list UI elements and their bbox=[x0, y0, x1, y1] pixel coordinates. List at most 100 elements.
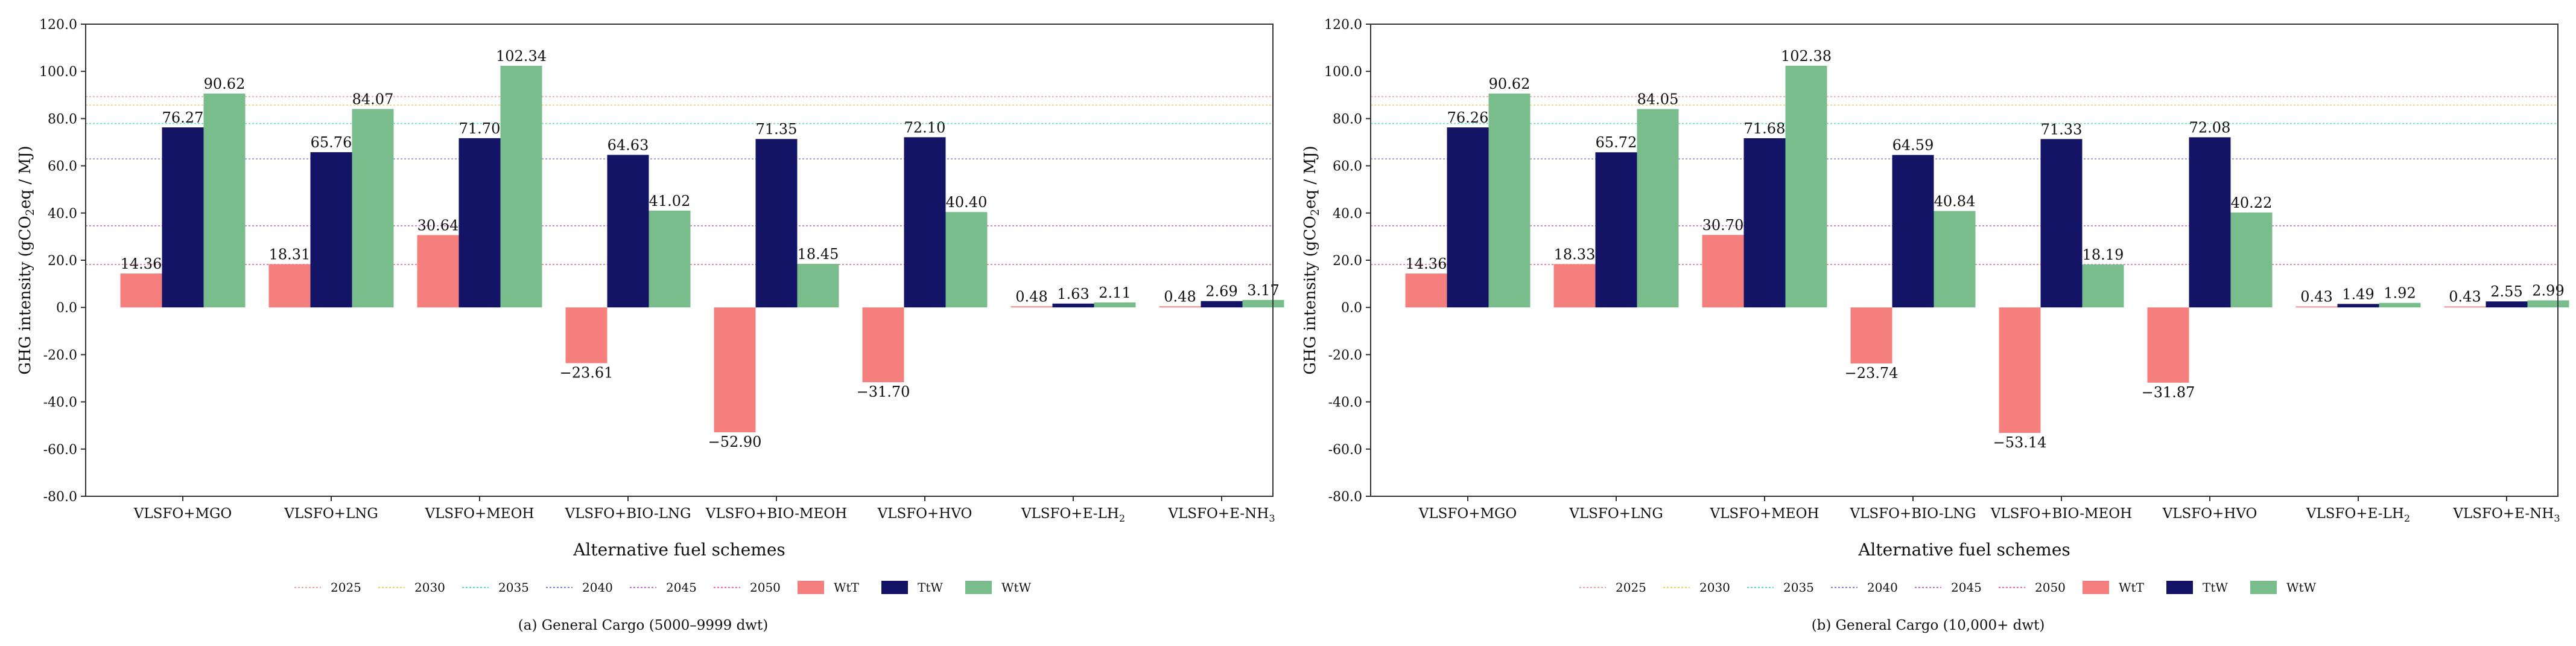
legend-label: 2045 bbox=[1951, 580, 1982, 595]
y-tick-label: -20.0 bbox=[43, 348, 77, 363]
y-tick-label: 40.0 bbox=[1333, 206, 1362, 222]
data-label: 40.40 bbox=[946, 194, 988, 211]
bar-wtw bbox=[1637, 109, 1679, 308]
y-tick-label: -60.0 bbox=[1328, 443, 1362, 458]
bar-wtt bbox=[862, 307, 904, 383]
data-label: 76.26 bbox=[1447, 109, 1489, 126]
bar-wtw bbox=[1242, 299, 1284, 308]
data-label: 2.11 bbox=[1099, 284, 1131, 301]
bar-ttw bbox=[1743, 138, 1786, 308]
data-label: 1.49 bbox=[2342, 286, 2374, 302]
bar-wtt bbox=[2147, 307, 2189, 383]
legend-label: WtW bbox=[1001, 580, 1032, 595]
legend-label: WtW bbox=[2286, 580, 2317, 595]
data-label: 41.02 bbox=[649, 193, 691, 209]
legend-label: TtW bbox=[2203, 580, 2228, 595]
data-label: 90.62 bbox=[204, 75, 246, 92]
bar-wtt bbox=[1159, 306, 1201, 308]
bar-wtw bbox=[649, 210, 691, 308]
y-tick-label: 120.0 bbox=[39, 18, 77, 33]
y-tick-label: 100.0 bbox=[39, 65, 77, 80]
x-tick-label: VLSFO+BIO-LNG bbox=[1850, 506, 1976, 522]
y-axis-label: GHG intensity (gCO2eq / MJ) bbox=[1301, 146, 1322, 374]
data-label: 18.45 bbox=[798, 246, 839, 263]
bar-wtw bbox=[352, 109, 394, 308]
data-label: 71.68 bbox=[1744, 120, 1786, 137]
bar-ttw bbox=[904, 137, 946, 308]
y-tick-label: -80.0 bbox=[1328, 490, 1362, 505]
x-tick-label: VLSFO+LNG bbox=[284, 506, 378, 522]
y-tick-label: 60.0 bbox=[1333, 159, 1362, 174]
bar-wtt bbox=[2444, 306, 2486, 308]
x-tick-label: VLSFO+MEOH bbox=[1710, 506, 1819, 522]
legend-label: WtT bbox=[834, 580, 860, 595]
x-tick-label: VLSFO+MEOH bbox=[425, 506, 535, 522]
bar-wtw bbox=[797, 264, 839, 308]
data-label: 64.59 bbox=[1892, 137, 1934, 154]
bar-ttw bbox=[607, 155, 649, 308]
data-label: 14.36 bbox=[121, 255, 162, 272]
data-label: 30.70 bbox=[1702, 217, 1744, 234]
data-label: 71.35 bbox=[756, 121, 798, 138]
x-tick-label: VLSFO+HVO bbox=[2162, 506, 2257, 522]
bar-ttw bbox=[2040, 139, 2083, 308]
y-tick-label: 120.0 bbox=[1324, 18, 1362, 33]
data-label: 76.27 bbox=[162, 109, 204, 126]
bar-ttw bbox=[162, 127, 204, 308]
legend-swatch-wtt bbox=[798, 581, 824, 594]
bar-wtw bbox=[1934, 211, 1976, 308]
y-tick-label: 20.0 bbox=[48, 254, 77, 269]
bar-ttw bbox=[1052, 303, 1094, 308]
bar-wtt bbox=[417, 235, 459, 308]
data-label: 65.72 bbox=[1596, 134, 1637, 151]
x-tick-label: VLSFO+E-LH2 bbox=[2306, 506, 2410, 524]
figure-caption: (a) General Cargo (5000–9999 dwt) bbox=[518, 618, 768, 633]
data-label: 30.64 bbox=[417, 217, 459, 234]
x-tick-label: VLSFO+E-NH3 bbox=[2452, 506, 2560, 524]
legend-swatch-wtw bbox=[2250, 581, 2277, 594]
data-label: 0.48 bbox=[1164, 288, 1196, 305]
data-label: 102.38 bbox=[1781, 48, 1832, 65]
chart-panel-a: 14.36 18.31 30.64 −23.61 −52.90 −31.70 0.48 0.4… bbox=[16, 18, 1284, 633]
bar-ttw bbox=[2189, 137, 2231, 308]
x-tick-label: VLSFO+E-LH2 bbox=[1021, 506, 1125, 524]
data-label: 0.43 bbox=[2300, 289, 2332, 305]
data-label: 0.48 bbox=[1015, 288, 1047, 305]
x-tick-label: VLSFO+HVO bbox=[877, 506, 972, 522]
legend-swatch-ttw bbox=[2166, 581, 2193, 594]
y-tick-label: 100.0 bbox=[1324, 65, 1362, 80]
y-tick-label: 80.0 bbox=[48, 112, 77, 127]
bar-wtt bbox=[1405, 273, 1447, 308]
x-axis-label: Alternative fuel schemes bbox=[1857, 540, 2070, 560]
bar-wtt bbox=[1010, 306, 1053, 308]
x-tick-label: VLSFO+E-NH3 bbox=[1167, 506, 1275, 524]
data-label: 84.07 bbox=[352, 91, 394, 107]
legend-swatch-wtt bbox=[2083, 581, 2109, 594]
bar-wtw bbox=[945, 212, 988, 308]
bar-wtw bbox=[2230, 212, 2273, 308]
legend-label: TtW bbox=[918, 580, 943, 595]
legend-label: 2030 bbox=[1699, 580, 1730, 595]
data-label: 84.05 bbox=[1637, 91, 1679, 108]
data-label: 40.84 bbox=[1934, 193, 1976, 210]
bar-wtw bbox=[2082, 264, 2124, 308]
y-tick-label: -20.0 bbox=[1328, 348, 1362, 363]
bar-ttw bbox=[458, 138, 501, 308]
x-tick-label: VLSFO+LNG bbox=[1569, 506, 1663, 522]
data-label: 71.33 bbox=[2041, 121, 2083, 138]
x-axis-label: Alternative fuel schemes bbox=[573, 540, 785, 560]
legend-swatch-ttw bbox=[881, 581, 908, 594]
y-tick-label: -80.0 bbox=[43, 490, 77, 505]
data-label: 18.19 bbox=[2083, 246, 2124, 263]
data-label: 72.10 bbox=[904, 119, 946, 136]
data-label: −31.87 bbox=[2142, 384, 2195, 401]
x-tick-label: VLSFO+MGO bbox=[133, 506, 232, 522]
data-label: −23.74 bbox=[1845, 365, 1899, 382]
data-label: −31.70 bbox=[857, 383, 910, 400]
bar-wtw bbox=[500, 66, 542, 308]
data-label: 90.62 bbox=[1489, 75, 1531, 92]
legend-label: 2025 bbox=[331, 580, 361, 595]
y-tick-label: -60.0 bbox=[43, 443, 77, 458]
y-tick-label: 80.0 bbox=[1333, 112, 1362, 127]
data-label: 2.69 bbox=[1205, 283, 1237, 300]
